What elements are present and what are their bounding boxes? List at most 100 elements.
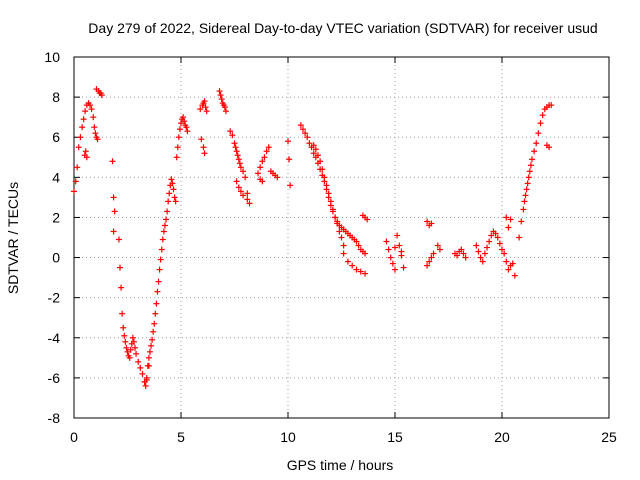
y-tick-label: 10 [44,49,60,65]
data-point [503,258,510,265]
data-point [537,120,544,127]
data-point [460,250,467,257]
data-point [505,224,512,231]
data-point [110,194,117,201]
y-tick-label: 4 [52,169,60,185]
y-tick-label: -8 [48,410,61,426]
data-point [168,176,175,183]
data-point [183,124,190,131]
y-tick-label: 8 [52,89,60,105]
x-tick-label: 25 [601,429,617,445]
data-point [118,284,125,291]
data-point [232,144,239,151]
data-point [124,348,131,355]
data-point [329,206,336,213]
data-point [171,194,178,201]
data-point [492,230,499,237]
data-point [349,262,356,269]
data-point [261,154,268,161]
data-point [362,250,369,257]
data-point [135,358,142,365]
data-point [336,228,343,235]
data-point [152,310,159,317]
data-point [310,142,317,149]
data-point [516,234,523,241]
data-point [236,160,243,167]
data-point [180,114,187,121]
data-point [222,108,229,115]
data-point [357,268,364,275]
data-point [475,248,482,255]
data-point [240,168,247,175]
data-point [488,232,495,239]
data-point [338,234,345,241]
data-point [340,242,347,249]
data-point [548,102,555,109]
data-point [387,254,394,261]
x-tick-label: 5 [177,429,185,445]
data-point [80,116,87,123]
data-point [145,362,152,369]
data-point [157,256,164,263]
data-point [178,120,184,127]
data-point [274,174,281,181]
data-point [503,214,510,221]
data-point [240,192,247,199]
y-tick-label: 0 [52,250,60,266]
data-point [71,188,77,195]
data-point [198,136,205,143]
data-point [392,244,398,251]
data-point [170,186,177,193]
data-point [130,338,137,345]
data-point [173,154,180,161]
data-point [139,370,146,377]
data-point [383,238,390,245]
x-tick-label: 10 [280,429,296,445]
data-point [92,130,99,137]
data-point [389,260,396,267]
data-point [174,144,181,151]
grid-lines [74,57,609,418]
data-point [434,242,441,249]
data-point [237,164,244,171]
data-point [525,174,532,181]
data-point [392,266,398,273]
data-point [304,134,311,141]
data-point [477,254,484,261]
data-point [533,140,540,147]
data-point [137,364,144,371]
data-point [523,186,530,193]
data-point [227,128,234,135]
data-point [306,140,313,147]
data-point [299,126,306,133]
data-point [110,228,117,235]
data-point [436,246,443,253]
y-tick-label: 6 [52,129,60,145]
data-point [511,272,518,279]
data-point [202,104,209,111]
data-point [126,354,133,361]
data-point [237,188,244,195]
data-point [122,338,129,345]
data-point [79,124,86,131]
data-point [499,246,505,253]
data-point [257,164,264,171]
data-point [353,266,360,273]
data-point [265,144,272,151]
data-point [233,148,240,155]
data-point [481,250,488,257]
data-point [156,266,163,273]
data-point [216,88,223,95]
data-point [111,208,118,215]
data-point [526,168,533,175]
data-point [145,354,152,361]
data-point [165,198,172,205]
data-point [131,344,138,351]
data-point [133,350,140,357]
data-point [115,236,122,243]
data-point [244,190,251,197]
data-point [148,342,155,349]
data-point [159,236,166,243]
axis-ticks: 0 5 10 15 20 25 -8 -6 -4 -2 0 2 4 6 8 10 [44,49,617,445]
